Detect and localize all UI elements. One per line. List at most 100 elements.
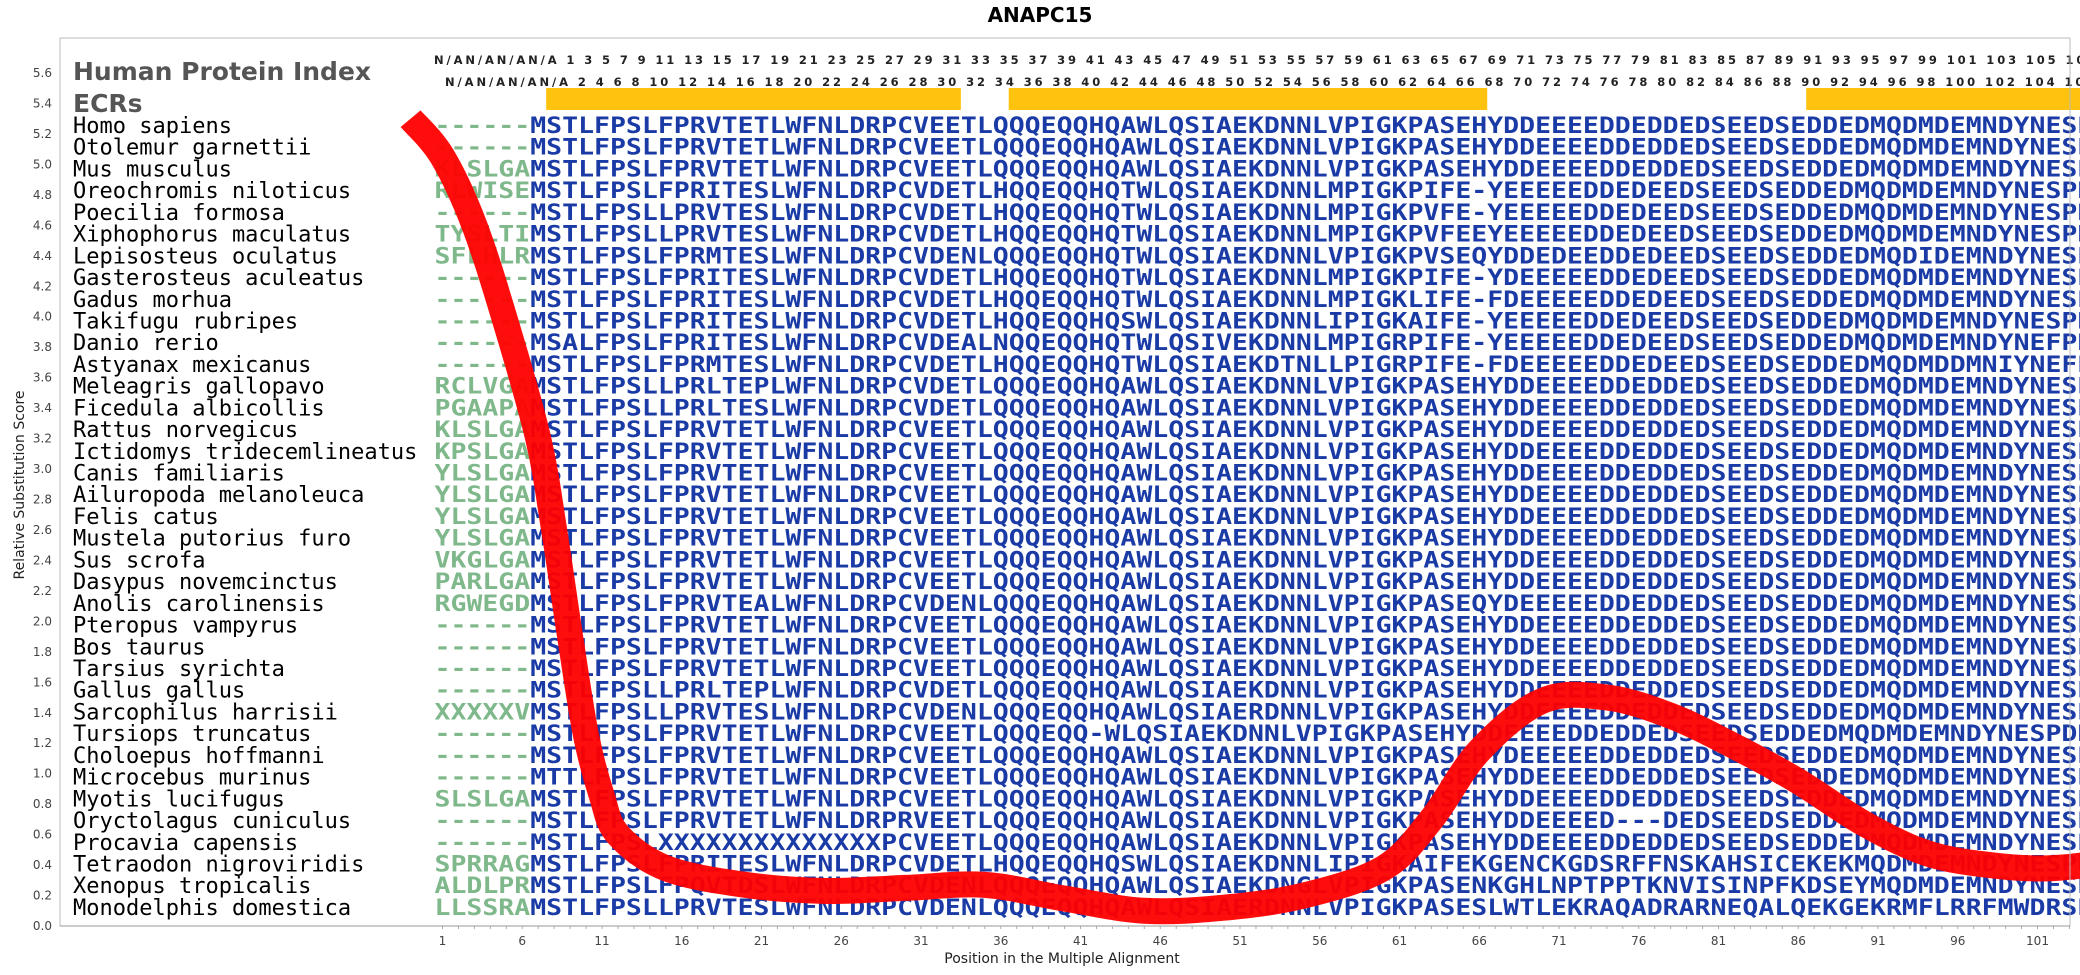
- sequence: MSTLFPSLFPRVTETLWFNLDRPCVEETLQQQEQQHQAWL…: [530, 657, 2080, 682]
- sequence-prefix: XXXXXV: [435, 700, 531, 725]
- y-tick-label: 1.8: [33, 645, 52, 659]
- y-tick-label: 2.2: [33, 584, 52, 598]
- alignment-row: Tarsius syrichta ------ MSTLFPSLFPRVTETLWF…: [73, 657, 2080, 682]
- species-name: Takifugu rubripes: [73, 309, 298, 334]
- species-name: Rattus norvegicus: [73, 418, 298, 443]
- sequence: MSTLFPSLFPRVTETLWFNLDRPCVEETLQQQEQQHQAWL…: [530, 136, 2080, 161]
- sequence-prefix: VKGLGA: [435, 548, 531, 573]
- species-name: Monodelphis domestica: [73, 896, 351, 921]
- sequence: MSALFPSLFPRITESLWFNLDRPCVDEALNQQEQQHQTWL…: [530, 331, 2080, 356]
- alignment-row: Poecilia formosa ------ MSTLFPSLLPRVTESLWF…: [73, 201, 2080, 226]
- y-tick-label: 1.6: [33, 675, 52, 689]
- sequence-prefix: ------: [435, 614, 531, 639]
- sequence: MSTLFPSLLPRLTEPLWFNLDRPCVDETLQQQEQQHQAWL…: [530, 375, 2080, 400]
- sequence: MSTLFPSLLPRVTESLWFNLDRPCVDENLQQQEQQHQAWL…: [530, 700, 2080, 725]
- x-tick-label: 1: [439, 934, 447, 948]
- y-tick-label: 5.4: [33, 96, 52, 110]
- score-line: [400, 110, 2080, 925]
- x-tick-label: 61: [1392, 934, 1407, 948]
- sequence-prefix: ------: [435, 657, 531, 682]
- sequence: MSTLFPSLFPRVTETLWFNLDRPCVEETLQQQEQQHQAWL…: [530, 440, 2080, 465]
- sequence: MSTLFPSLFPRVTETLWFNLDRPCVEETLQQQEQQHQAWL…: [530, 635, 2080, 660]
- alignment-row: Anolis carolinensis RGWEGD MSTLFPSLFPRVTEA…: [73, 592, 2080, 617]
- sequence: MSTLFPSLFPRVTETLWFNLDRPCVEETLQQQEQQHQAWL…: [530, 157, 2080, 182]
- x-tick-label: 71: [1551, 934, 1566, 948]
- sequence: MSTLFPSLFPRMTESLWFNLDRPCVDENLQQQEQQHQTWL…: [530, 244, 2080, 269]
- y-tick-label: 3.0: [33, 462, 52, 476]
- species-name: Ficedula albicollis: [73, 396, 325, 421]
- x-tick-label: 101: [2026, 934, 2049, 948]
- y-axis-label: Relative Substitution Score: [12, 390, 28, 579]
- sequence-prefix: ------: [435, 114, 531, 139]
- sequence-prefix: KPSLGA: [435, 440, 531, 465]
- x-tick-label: 51: [1232, 934, 1247, 948]
- sequence-prefix: ------: [435, 744, 531, 769]
- sequence: MSTLFPSLFPRVTETLWFNLDRPCVEETLQQQEQQHQAWL…: [530, 418, 2080, 443]
- species-name: Dasypus novemcinctus: [73, 570, 338, 595]
- score-curve: [400, 110, 2080, 925]
- alignment-row: Xiphophorus maculatus TYSLTI MSTLFPSLLPRVT…: [73, 223, 2080, 248]
- ecr-bar: [1806, 88, 2080, 110]
- sequence-prefix: LLSSRA: [435, 896, 531, 921]
- sequence: MSTLFPSLFPRITESLWFNLDRPCVDETLHQQEQQHQSWL…: [530, 852, 2080, 877]
- sequence: MSTLFPSLFPRVTETLWFNLDRPCVEETLQQQEQQHQAWL…: [530, 527, 2080, 552]
- y-tick-label: 1.4: [33, 706, 52, 720]
- y-axis-ticks: 0.0 0.2 0.4 0.6 0.8 1.0 1.2 1.4 1.6 1.8 2.0 2.2 2.4 2…: [33, 66, 52, 933]
- y-tick-label: 2.6: [33, 523, 52, 537]
- sequence: MSTLFPSLFPRVTETLWFNLDRPCVEETLQQQEQQHQAWL…: [530, 505, 2080, 530]
- sequence: MSTLFPSLFPRVTETLWFNLDRPCVEETLQQQEQQHQAWL…: [530, 462, 2080, 487]
- alignment-row: Tursiops truncatus ------ MSTLFPSLFPRVTETL…: [73, 722, 2080, 747]
- sequence: MSTLFPSLFPRITESLWFNLDRPCVDETLHQQEQQHQTWL…: [530, 288, 2080, 313]
- sequence: MSTLFPSLFPRITESLWFNLDRPCVDETLHQQEQQHQTWL…: [530, 179, 2080, 204]
- y-tick-label: 3.4: [33, 401, 52, 415]
- sequence: MSTLFPSLFPRVTETLWFNLDRPCVEETLQQQEQQHQAWL…: [530, 570, 2080, 595]
- y-tick-label: 5.0: [33, 157, 52, 171]
- sequence: MSTLFPSLXXXXXXXXXXXXXXPCVEETLQQQEQQHQAWL…: [530, 831, 2080, 856]
- species-name: Tetraodon nigroviridis: [73, 852, 364, 877]
- x-tick-label: 76: [1631, 934, 1646, 948]
- alignment-row: Homo sapiens ------ MSTLFPSLFPRVTETLWFNLDR…: [73, 114, 2080, 139]
- sequence-prefix: PARLGA: [435, 570, 531, 595]
- alignment-row: Oreochromis niloticus RLWISE MSTLFPSLFPRIT…: [73, 179, 2080, 204]
- sequence-prefix: ------: [435, 766, 531, 791]
- sequence: MSTLFPSLLPRVTESLWFNLDRPCVDETLHQQEQQHQTWL…: [530, 201, 2080, 226]
- x-tick-label: 86: [1791, 934, 1806, 948]
- species-name: Oryctolagus cuniculus: [73, 809, 351, 834]
- species-name: Ictidomys tridecemlineatus: [73, 440, 417, 465]
- y-tick-label: 3.2: [33, 432, 52, 446]
- species-name: Anolis carolinensis: [73, 592, 325, 617]
- x-tick-label: 66: [1472, 934, 1487, 948]
- index-row-odd: N/AN/AN/AN/A 1 3 5 7 9 11 13 15 17 19 21…: [434, 53, 2080, 67]
- sequence: MSTLFPSLFPRVTETLWFNLDRPRVEETLQQQEQQHQAWL…: [530, 809, 2080, 834]
- sequence: MSTLFPSLFPRVTETLWFNLDRPCVEETLQQQEQQHQAWL…: [530, 744, 2080, 769]
- alignment-row: Ictidomys tridecemlineatus KPSLGA MSTLFPSL…: [73, 440, 2080, 465]
- x-tick-label: 41: [1073, 934, 1088, 948]
- x-tick-label: 36: [993, 934, 1008, 948]
- species-name: Felis catus: [73, 505, 219, 530]
- index-row-even: N/AN/AN/AN/A 2 4 6 8 10 12 14 16 18 20 2…: [445, 75, 2080, 89]
- sequence: MSTLFPSLFPRVTETLWFNLDRPCVEETLQQQEQQHQAWL…: [530, 483, 2080, 508]
- y-tick-label: 4.8: [33, 188, 52, 202]
- y-tick-label: 2.0: [33, 614, 52, 628]
- sequence-prefix: SPRRAG: [435, 852, 531, 877]
- alignment-row: Choloepus hoffmanni ------ MSTLFPSLFPRVTET…: [73, 744, 2080, 769]
- y-tick-label: 3.6: [33, 371, 52, 385]
- alignment-row: Rattus norvegicus KLSLGA MSTLFPSLFPRVTETLW…: [73, 418, 2080, 443]
- species-name: Otolemur garnettii: [73, 136, 311, 161]
- x-tick-label: 21: [754, 934, 769, 948]
- species-name: Mus musculus: [73, 157, 232, 182]
- sequence-prefix: ------: [435, 679, 531, 704]
- alignment-row: Dasypus novemcinctus PARLGA MSTLFPSLFPRVTE…: [73, 570, 2080, 595]
- y-tick-label: 0.8: [33, 797, 52, 811]
- x-tick-label: 26: [834, 934, 849, 948]
- alignment-row: Ficedula albicollis PGAAPA MSTLFPSLLPRLTES…: [73, 396, 2080, 421]
- ecrs-label: ECRs: [73, 89, 143, 118]
- alignment-row: Procavia capensis ------ MSTLFPSLXXXXXXXXX…: [73, 831, 2080, 856]
- alignment-rows: Homo sapiens ------ MSTLFPSLFPRVTETLWFNLDR…: [73, 114, 2080, 921]
- species-name: Canis familiaris: [73, 462, 285, 487]
- sequence-prefix: YLSLGA: [435, 483, 531, 508]
- sequence-prefix: ------: [435, 635, 531, 660]
- axes: 0.0 0.2 0.4 0.6 0.8 1.0 1.2 1.4 1.6 1.8 2.0 2.2 2.4 2…: [12, 37, 2071, 967]
- alignment-row: Sus scrofa VKGLGA MSTLFPSLFPRVTETLWFNLDRPC…: [73, 548, 2080, 573]
